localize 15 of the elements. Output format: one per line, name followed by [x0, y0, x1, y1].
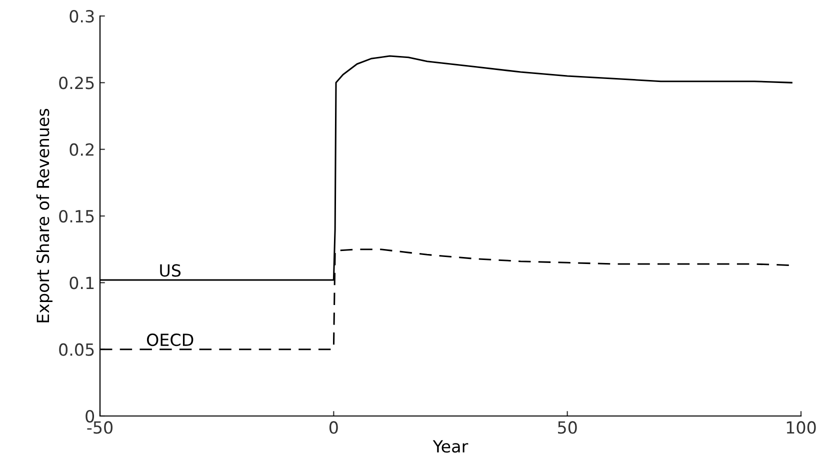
y-axis-title: Export Share of Revenues — [36, 108, 52, 322]
x-tick-label: -50 — [87, 421, 113, 434]
y-tick-label: 0.3 — [70, 10, 94, 23]
y-tick-label: 0.05 — [59, 343, 94, 356]
y-tick-label: 0.15 — [59, 210, 94, 223]
y-tick-label: 0.25 — [59, 76, 94, 90]
y-tick-label: 0.1 — [70, 276, 94, 290]
x-tick-label: 50 — [558, 421, 577, 434]
x-axis-title: Year — [432, 440, 468, 453]
series-label: US — [160, 264, 181, 277]
x-tick-label: 0 — [329, 421, 338, 434]
y-tick-label: 0.2 — [70, 143, 94, 156]
y-tick-label: 0 — [86, 410, 94, 423]
series-label: OECD — [146, 333, 194, 346]
x-tick-label: 100 — [786, 421, 816, 434]
